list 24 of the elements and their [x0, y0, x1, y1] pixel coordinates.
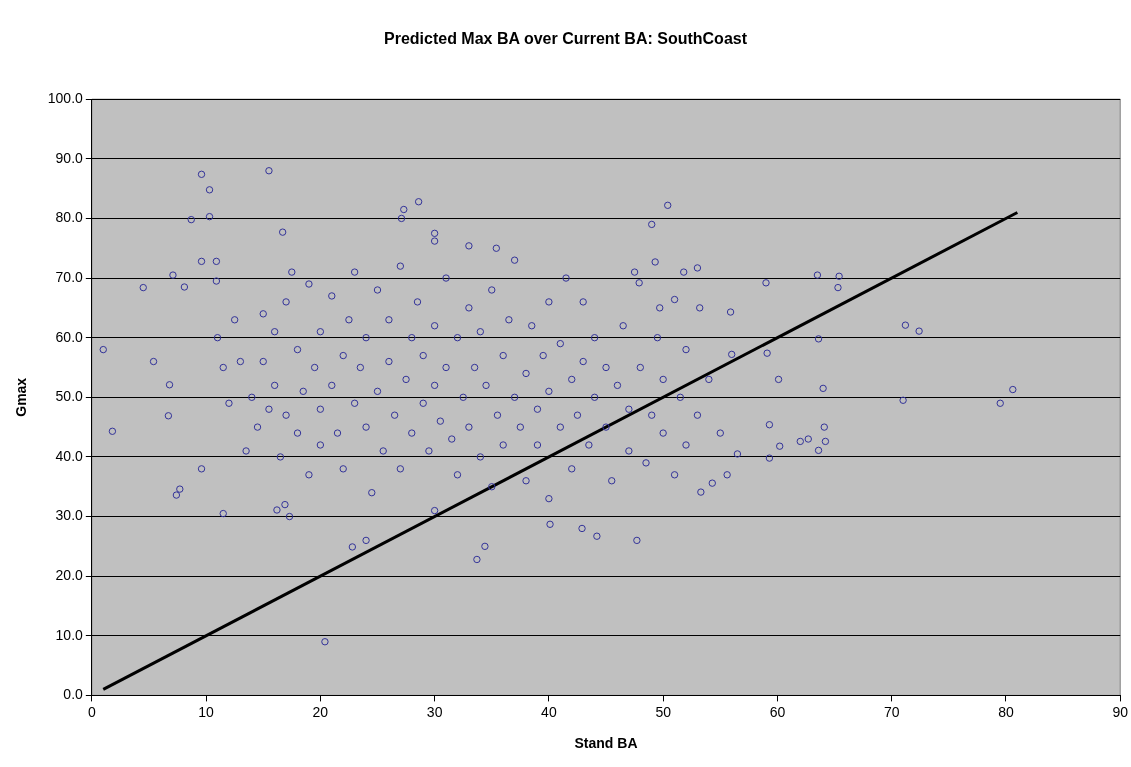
x-tick-label: 40 [541, 703, 557, 720]
x-tick-label: 20 [312, 703, 329, 720]
y-tick-label: 20.0 [55, 567, 84, 584]
x-tick-label: 70 [883, 703, 900, 720]
y-tick-label: 100.0 [47, 90, 84, 107]
y-tick-label: 60.0 [55, 328, 84, 345]
x-tick-label: 60 [769, 703, 786, 720]
y-axis-title: Gmax [13, 377, 30, 417]
y-tick-label: 50.0 [55, 388, 84, 405]
x-tick-label: 30 [426, 703, 443, 720]
x-tick-label: 0 [87, 703, 96, 720]
y-tick-label: 70.0 [55, 268, 84, 285]
y-tick-label: 90.0 [55, 149, 84, 166]
x-tick-label: 10 [198, 703, 215, 720]
x-tick-label: 50 [655, 703, 672, 720]
x-axis-title: Stand BA [574, 735, 638, 752]
y-tick-label: 0.0 [63, 686, 84, 703]
chart-title: Predicted Max BA over Current BA: SouthCoast [383, 30, 748, 48]
x-tick-label: 80 [998, 703, 1014, 720]
y-tick-label: 30.0 [55, 507, 84, 524]
y-tick-label: 10.0 [55, 626, 84, 643]
x-tick-label: 90 [1112, 703, 1129, 720]
y-tick-label: 40.0 [55, 447, 84, 464]
y-tick-label: 80.0 [55, 209, 84, 226]
